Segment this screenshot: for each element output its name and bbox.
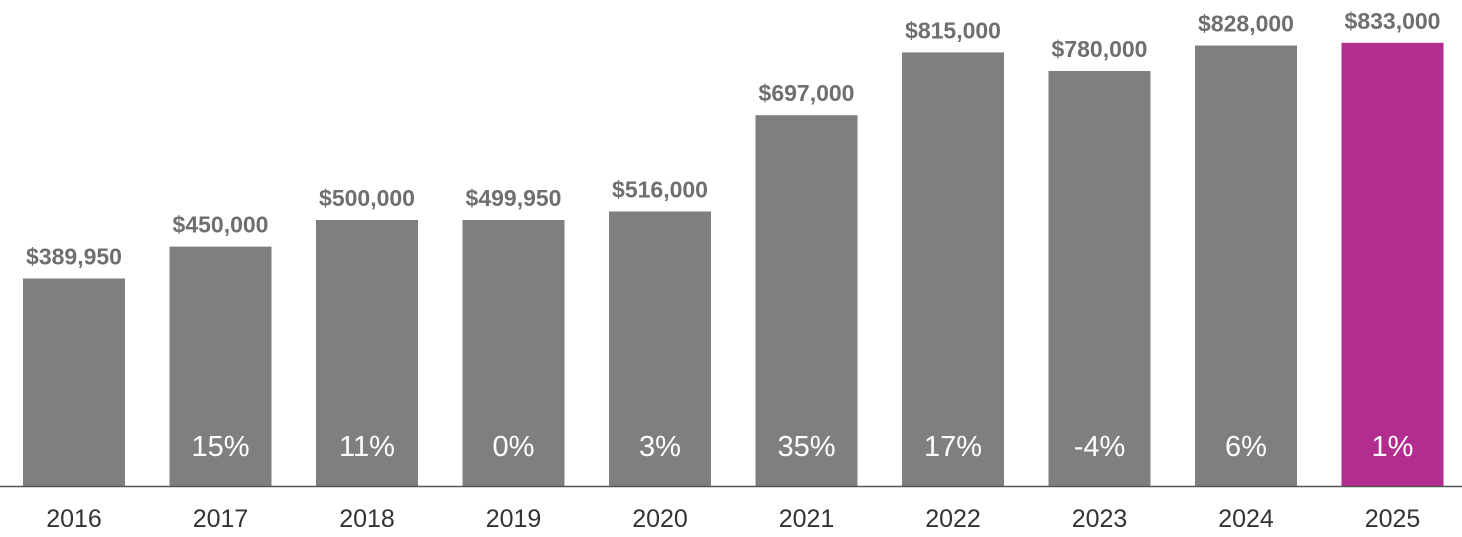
bar-2016 [23,278,125,486]
bars-group [23,42,1444,487]
x-tick-label-2021: 2021 [779,505,835,533]
bar-2017 [169,246,272,486]
x-tick-label-2022: 2022 [925,505,981,533]
value-label-2017: $450,000 [173,212,269,238]
x-tick-label-2024: 2024 [1218,505,1274,533]
bar-2019 [462,220,565,486]
x-tick-label-2016: 2016 [46,505,102,533]
x-tick-label-2018: 2018 [339,505,395,533]
value-label-2021: $697,000 [759,80,855,106]
bar-2023 [1048,71,1151,486]
change-label-2020: 3% [639,431,681,463]
x-tick-label-2023: 2023 [1072,505,1128,533]
bar-2020 [609,211,711,486]
change-label-2024: 6% [1225,431,1267,463]
x-tick-label-2025: 2025 [1365,505,1421,533]
value-label-2016: $389,950 [26,244,122,270]
change-label-2017: 15% [191,431,249,463]
x-tick-label-2020: 2020 [632,505,688,533]
change-label-2025: 1% [1372,431,1414,463]
change-label-2018: 11% [339,431,395,463]
x-tick-label-2019: 2019 [486,505,542,533]
value-label-2023: $780,000 [1052,36,1148,62]
value-labels-group: $389,950 $450,000 $500,000 $499,950 $516,000… [26,8,1440,270]
value-label-2024: $828,000 [1198,11,1294,37]
bar-2021 [755,115,858,486]
change-label-2021: 35% [777,431,835,463]
change-label-2023: -4% [1074,431,1126,463]
value-label-2022: $815,000 [905,17,1001,43]
x-tick-labels-group: 2016 2017 2018 2019 2020 2021 2022 2023 2024 2025 [46,505,1420,533]
bar-2022 [902,52,1004,487]
change-label-2019: 0% [493,431,535,463]
bar-2018 [316,220,418,486]
change-labels-group: 15% 11% 0% 3% 35% 17% -4% 6% 1% [191,431,1413,463]
value-label-2019: $499,950 [466,185,562,211]
bar-2025 [1341,42,1444,487]
x-tick-label-2017: 2017 [193,505,249,533]
value-label-2020: $516,000 [612,177,708,203]
value-label-2018: $500,000 [319,185,415,211]
bar-2024 [1195,45,1297,486]
change-label-2022: 17% [924,431,982,463]
value-label-2025: $833,000 [1345,8,1441,34]
